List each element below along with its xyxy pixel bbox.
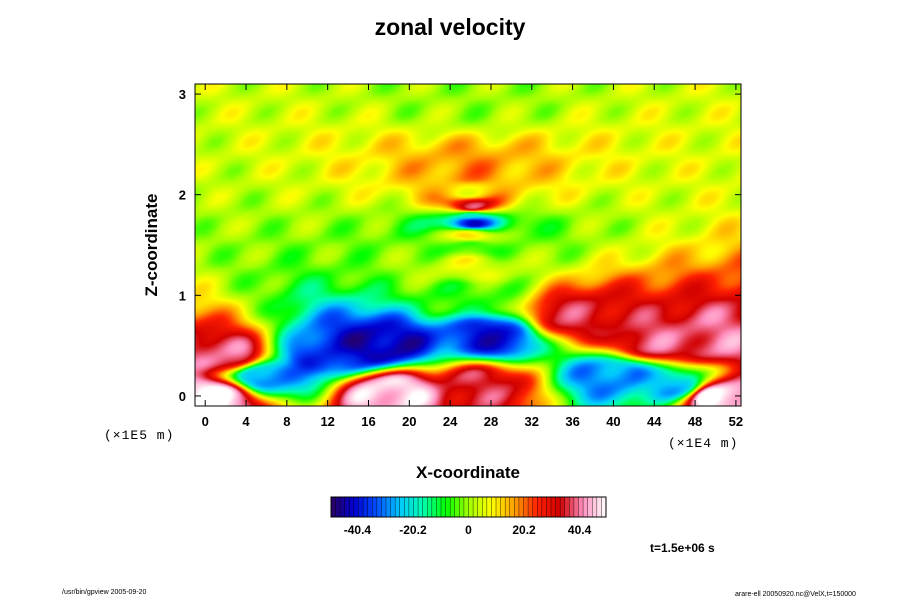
colorbar-tick-label: 20.2 — [512, 523, 536, 537]
colorbar-swatch — [413, 497, 419, 517]
velocity-field — [195, 84, 741, 406]
colorbar-swatch — [486, 497, 492, 517]
colorbar-swatch — [418, 497, 424, 517]
colorbar-swatch — [441, 497, 446, 517]
y-tick-label: 1 — [179, 288, 186, 303]
y-axis-title: Z-coordinate — [142, 194, 161, 297]
colorbar-swatch — [427, 497, 433, 517]
colorbar-swatch — [408, 497, 414, 517]
colorbar-tick-label: 40.4 — [568, 523, 592, 537]
colorbar-swatch — [509, 497, 515, 517]
x-tick-label: 44 — [647, 414, 662, 429]
colorbar-swatch — [358, 497, 364, 517]
colorbar-swatch — [468, 497, 474, 517]
y-axis: 0 1 2 3 — [179, 87, 741, 404]
x-scale-note: (×1E4 m) — [668, 436, 739, 451]
colorbar-swatch — [514, 497, 520, 517]
colorbar-swatch — [399, 497, 405, 517]
colorbar-swatch — [372, 497, 378, 517]
colorbar-swatch — [344, 497, 350, 517]
x-tick-label: 20 — [402, 414, 416, 429]
colorbar-swatch — [496, 497, 501, 517]
colorbar-swatch — [463, 497, 469, 517]
colorbar-swatch — [477, 497, 483, 517]
colorbar-swatch — [390, 497, 396, 517]
colorbar-swatch — [454, 497, 460, 517]
colorbar-swatch — [592, 497, 598, 517]
colorbar-swatch — [551, 497, 556, 517]
x-tick-label: 36 — [565, 414, 579, 429]
colorbar-swatch — [596, 497, 602, 517]
colorbar-swatch — [546, 497, 552, 517]
x-tick-label: 0 — [202, 414, 209, 429]
colorbar-swatch — [404, 497, 410, 517]
colorbar-swatch — [381, 497, 387, 517]
colorbar-swatch — [482, 497, 488, 517]
colorbar-swatch — [537, 497, 543, 517]
colorbar-tick-label: 0 — [465, 523, 472, 537]
colorbar-swatch — [376, 497, 382, 517]
colorbar-swatch — [445, 497, 451, 517]
colorbar-swatch — [505, 497, 511, 517]
x-tick-label: 4 — [242, 414, 250, 429]
colorbar-swatch — [587, 497, 593, 517]
x-tick-label: 16 — [361, 414, 375, 429]
colorbar-swatch — [541, 497, 547, 517]
x-tick-label: 28 — [484, 414, 498, 429]
colorbar-swatch — [528, 497, 534, 517]
plot-frame — [194, 83, 742, 407]
colorbar-swatch — [518, 497, 524, 517]
colorbar-swatch — [395, 497, 401, 517]
footer-right: arare-ell 20050920.nc@VelX,t=150000 — [735, 591, 856, 598]
colorbar-swatch — [523, 497, 529, 517]
colorbar-swatch — [367, 497, 373, 517]
colorbar-swatch — [349, 497, 355, 517]
colorbar-swatch — [532, 497, 538, 517]
y-scale-note: (×1E5 m) — [104, 428, 175, 443]
colorbar-tick-label: -20.2 — [399, 523, 427, 537]
colorbar-swatch — [436, 497, 442, 517]
colorbar-swatch — [601, 497, 607, 517]
colorbar-swatch — [560, 497, 566, 517]
colorbar-swatch — [564, 497, 570, 517]
colorbar-swatch — [422, 497, 428, 517]
colorbar-swatch — [450, 497, 456, 517]
x-tick-label: 32 — [525, 414, 539, 429]
x-tick-label: 12 — [320, 414, 334, 429]
y-tick-label: 0 — [179, 389, 186, 404]
colorbar-swatch — [473, 497, 479, 517]
colorbar-swatch — [491, 497, 497, 517]
colorbar-swatch — [386, 497, 391, 517]
x-axis-title: X-coordinate — [416, 463, 520, 482]
colorbar-swatch — [555, 497, 561, 517]
x-tick-label: 52 — [729, 414, 743, 429]
colorbar-swatch — [353, 497, 359, 517]
x-tick-label: 24 — [443, 414, 458, 429]
chart-title: zonal velocity — [374, 14, 526, 40]
colorbar-frame — [330, 496, 607, 518]
colorbar-swatch — [578, 497, 584, 517]
colorbar-swatch — [569, 497, 575, 517]
colorbar-swatch — [335, 497, 341, 517]
time-label: t=1.5e+06 s — [650, 541, 715, 555]
y-tick-label: 2 — [179, 188, 186, 203]
x-axis: 0 4 8 12 16 20 24 28 32 36 40 44 48 52 — [202, 84, 743, 429]
colorbar-swatch — [340, 497, 346, 517]
colorbar: -40.4 -20.2 0 20.2 40.4 — [330, 496, 607, 537]
colorbar-swatch — [431, 497, 437, 517]
colorbar-swatch — [500, 497, 506, 517]
y-tick-label: 3 — [179, 87, 186, 102]
colorbar-tick-label: -40.4 — [344, 523, 372, 537]
footer-left: /usr/bin/gpview 2005-09-20 — [62, 589, 147, 596]
colorbar-swatch — [573, 497, 579, 517]
colorbar-swatch — [331, 497, 336, 517]
colorbar-swatch — [583, 497, 589, 517]
x-tick-label: 48 — [688, 414, 702, 429]
plot-area — [194, 83, 742, 407]
colorbar-swatch — [363, 497, 369, 517]
colorbar-swatch — [459, 497, 465, 517]
x-tick-label: 8 — [283, 414, 290, 429]
x-tick-label: 40 — [606, 414, 620, 429]
